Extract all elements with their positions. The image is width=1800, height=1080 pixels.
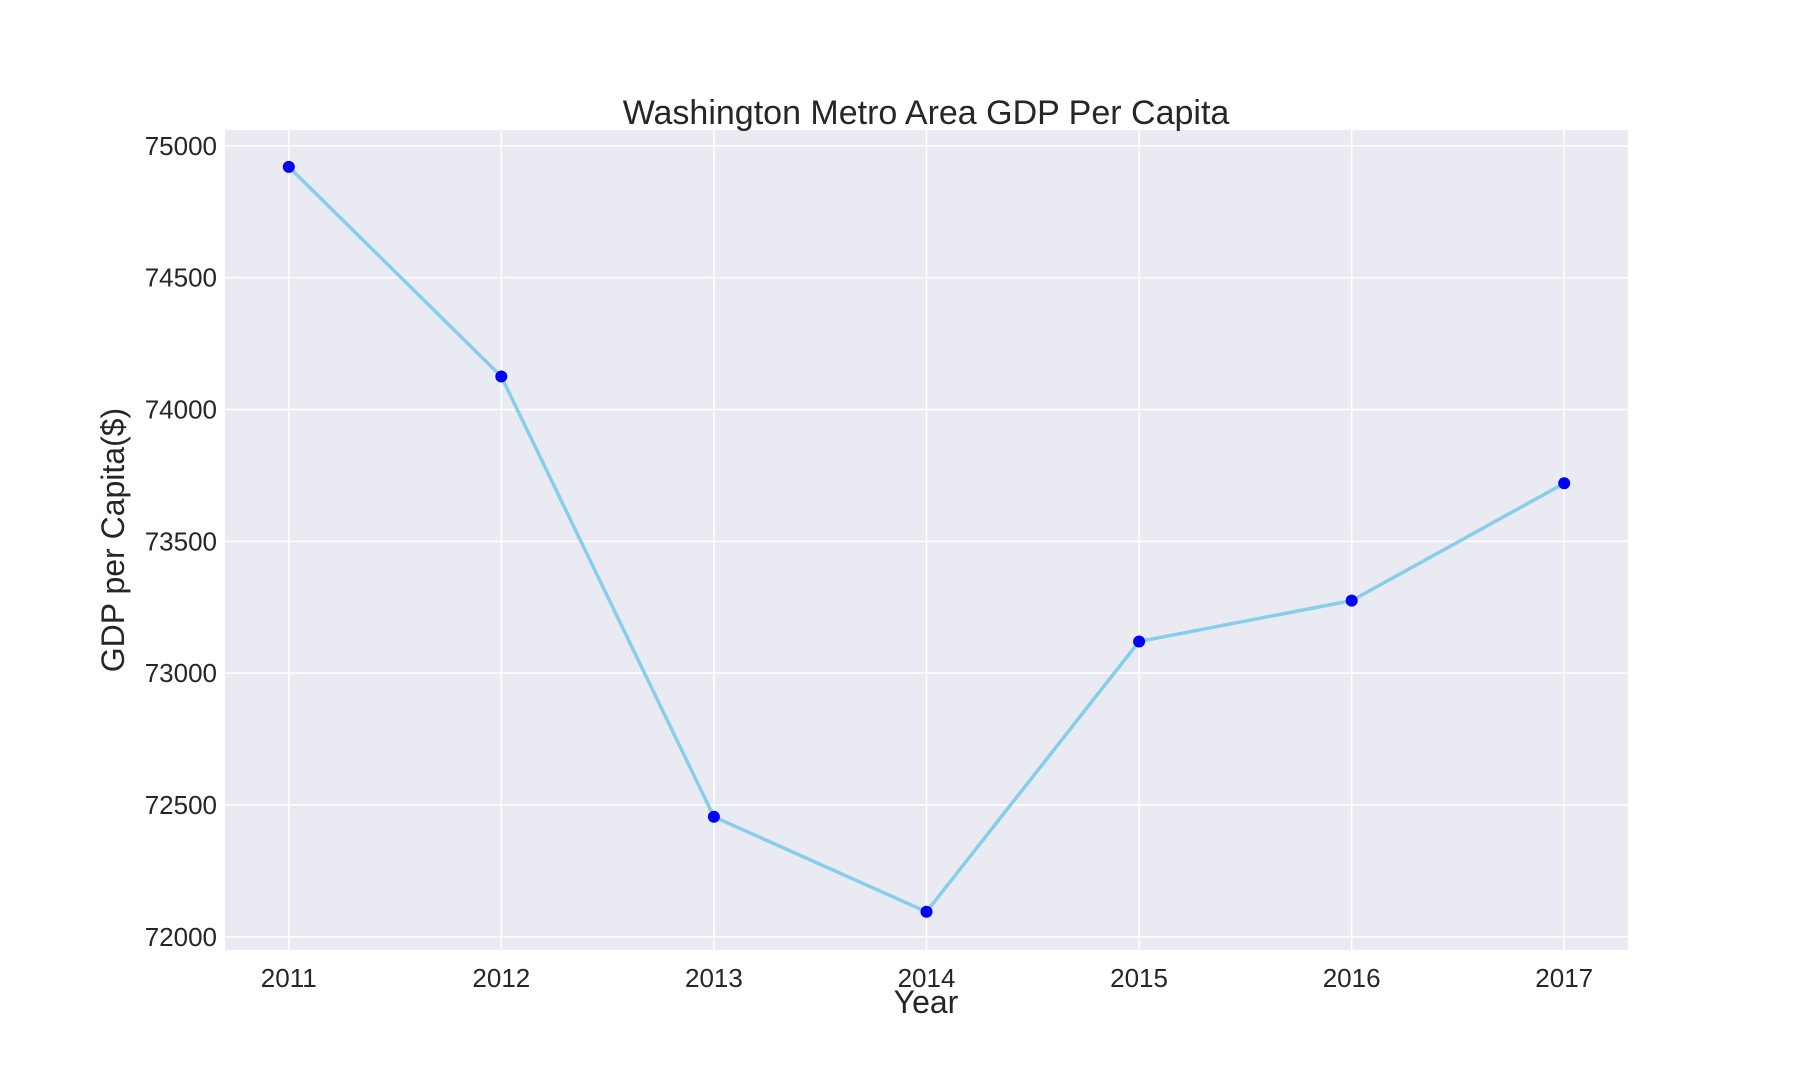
x-tick-label: 2011 — [261, 963, 317, 993]
x-tick-label: 2013 — [685, 963, 743, 993]
y-tick-label: 72000 — [145, 922, 217, 952]
data-point — [707, 810, 720, 823]
y-axis-title: GDP per Capita($) — [95, 408, 131, 672]
y-tick-label: 73000 — [145, 658, 217, 688]
y-tick-label: 74000 — [145, 394, 217, 424]
series-layer — [282, 160, 1571, 918]
data-point — [282, 160, 295, 173]
x-tick-label: 2012 — [472, 963, 530, 993]
tick-labels: 2011 2012 2013 2014 2015 2016 2017 72000 72500 73… — [145, 131, 1593, 993]
gridlines — [225, 130, 1628, 950]
y-tick-label: 75000 — [145, 131, 217, 161]
x-tick-label: 2015 — [1110, 963, 1168, 993]
y-tick-label: 73500 — [145, 526, 217, 556]
chart-title: Washington Metro Area GDP Per Capita — [623, 94, 1230, 132]
data-point — [1558, 477, 1571, 490]
y-tick-label: 74500 — [145, 263, 217, 293]
y-tick-label: 72500 — [145, 790, 217, 820]
x-tick-label: 2016 — [1323, 963, 1381, 993]
x-tick-label: 2017 — [1535, 963, 1593, 993]
data-point — [920, 905, 933, 918]
data-point — [1345, 594, 1358, 607]
data-point — [495, 370, 508, 383]
x-tick-label: 2014 — [898, 963, 956, 993]
data-point — [1133, 635, 1146, 648]
x-axis-title: Year — [894, 984, 959, 1020]
